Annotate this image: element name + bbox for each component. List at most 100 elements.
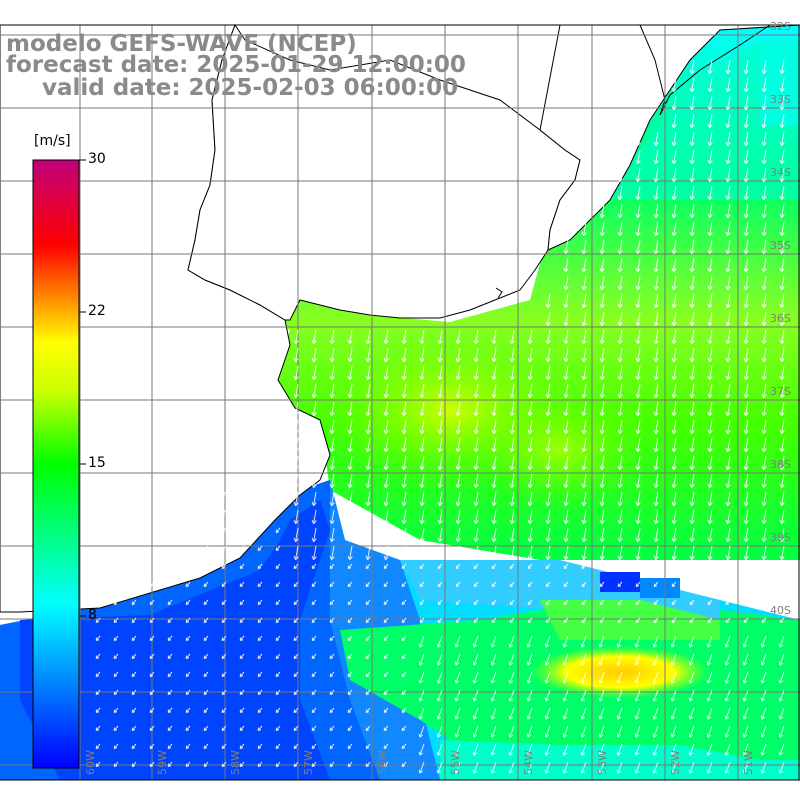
wind-arrow (779, 329, 785, 345)
wind-arrow (635, 545, 641, 561)
wind-arrow (437, 401, 443, 417)
wind-arrow (401, 707, 407, 714)
wind-arrow (743, 527, 749, 543)
wind-arrow (779, 167, 785, 183)
wind-arrow (634, 653, 641, 666)
wind-arrow (761, 167, 767, 183)
wind-arrow (616, 761, 623, 774)
wind-arrow (472, 689, 479, 702)
wind-arrow (490, 689, 497, 702)
wind-arrow (670, 689, 677, 702)
wind-arrow (185, 617, 191, 624)
wind-arrow (311, 545, 317, 561)
wind-arrow (113, 743, 119, 750)
forecast-date: forecast date: 2025-01-29 12:00:00 (6, 52, 466, 78)
wind-arrow (581, 221, 587, 237)
colorbar-tick-8: 8 (88, 607, 97, 623)
wind-arrow (599, 419, 605, 435)
wind-arrow (779, 365, 785, 381)
wind-arrow (653, 293, 659, 309)
wind-arrow (401, 473, 407, 489)
wind-arrow (491, 347, 497, 363)
wind-arrow (779, 113, 785, 129)
wind-arrow (149, 761, 155, 768)
wind-arrow (203, 689, 209, 696)
wind-arrow (275, 365, 281, 372)
wind-arrow (185, 599, 191, 606)
wind-arrow (779, 491, 785, 507)
wind-arrow (113, 653, 119, 660)
wind-arrow (743, 581, 749, 588)
wind-arrow (563, 509, 569, 525)
wind-arrow (598, 743, 605, 756)
wind-arrow (401, 563, 407, 570)
wind-arrow (545, 581, 551, 588)
wind-arrow (472, 707, 479, 720)
wind-arrow (580, 653, 587, 666)
wind-arrow (401, 347, 407, 363)
wind-arrow (491, 599, 497, 606)
wind-arrow (509, 599, 515, 606)
wind-arrow (149, 599, 155, 606)
wind-arrow (509, 563, 515, 570)
wind-arrow (527, 455, 533, 471)
wind-arrow (383, 617, 389, 624)
wind-arrow (293, 347, 299, 363)
wind-arrow (707, 527, 713, 543)
wind-arrow (383, 383, 389, 399)
wind-arrow (725, 491, 731, 507)
wind-arrow (725, 527, 731, 543)
wind-arrow (365, 401, 371, 417)
wind-arrow (527, 491, 533, 507)
wind-arrow (671, 113, 677, 129)
wind-arrow (347, 437, 353, 453)
wind-arrow (652, 689, 659, 702)
wind-arrow (635, 581, 641, 588)
wind-arrow (671, 131, 677, 147)
wind-arrow (671, 95, 677, 111)
wind-arrow (581, 437, 587, 453)
wind-arrow (670, 671, 677, 684)
wind-arrow (761, 59, 767, 75)
land (0, 23, 800, 613)
wind-arrow (598, 653, 605, 666)
wind-arrow (562, 707, 569, 720)
wind-arrow (508, 689, 515, 702)
wind-arrow (149, 707, 155, 714)
wind-arrow (707, 617, 713, 624)
wind-arrow (311, 401, 317, 417)
wind-arrow (779, 95, 785, 111)
wind-arrow (563, 401, 569, 417)
wind-arrow (581, 419, 587, 435)
wind-arrow (653, 455, 659, 471)
wind-arrow (491, 545, 497, 561)
wind-arrow (95, 617, 101, 624)
wind-arrow (185, 653, 191, 660)
wind-arrow (491, 527, 497, 543)
wind-arrow (293, 653, 299, 660)
wind-arrow (544, 743, 551, 756)
wind-arrow (761, 509, 767, 525)
wind-arrow (707, 455, 713, 471)
wind-arrow (509, 527, 515, 543)
wind-arrow (491, 473, 497, 489)
wind-arrow (581, 311, 587, 327)
wind-arrow (383, 401, 389, 417)
wind-arrow (383, 437, 389, 453)
wind-arrow (437, 347, 443, 363)
wind-arrow (545, 311, 551, 327)
wind-arrow (527, 401, 533, 417)
wind-arrow (149, 635, 155, 642)
wind-arrow (581, 617, 587, 624)
wind-arrow (671, 185, 677, 201)
wind-arrow (311, 473, 317, 489)
wind-arrow (383, 671, 389, 678)
wind-arrow (401, 761, 407, 768)
wind-arrow (365, 473, 371, 489)
wind-arrow (527, 599, 533, 606)
wind-arrow (311, 599, 317, 606)
wind-arrow (311, 509, 317, 525)
wind-arrow (383, 563, 389, 570)
wind-arrow (419, 545, 425, 561)
wind-arrow (599, 437, 605, 453)
